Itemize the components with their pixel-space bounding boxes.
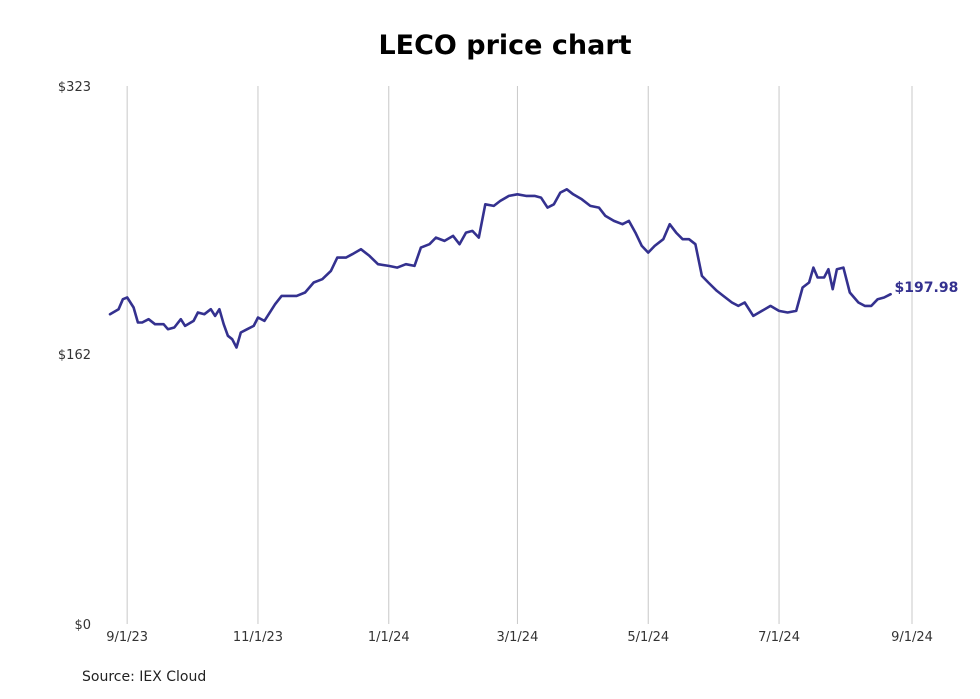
x-tick-label-6: 9/1/24 xyxy=(891,630,933,645)
y-tick-label-2: $0 xyxy=(74,618,91,633)
y-tick-label-0: $323 xyxy=(58,80,91,95)
y-tick-label-1: $162 xyxy=(58,348,91,363)
chart-title: LECO price chart xyxy=(378,30,632,61)
source-note: Source: IEX Cloud xyxy=(82,669,207,685)
grid-lines xyxy=(126,86,913,624)
x-tick-label-5: 7/1/24 xyxy=(758,630,800,645)
x-tick-label-1: 11/1/23 xyxy=(233,630,283,645)
x-tick-label-3: 3/1/24 xyxy=(497,630,539,645)
y-axis-ticks: $323 $162 $0 xyxy=(58,80,91,633)
last-price-label: $197.98 xyxy=(895,280,959,296)
price-line xyxy=(108,188,892,349)
x-axis-ticks: 9/1/23 11/1/23 1/1/24 3/1/24 5/1/24 7/1/24 9/1… xyxy=(106,630,933,645)
x-tick-label-2: 1/1/24 xyxy=(368,630,410,645)
x-tick-label-4: 5/1/24 xyxy=(627,630,669,645)
x-tick-label-0: 9/1/23 xyxy=(106,630,148,645)
